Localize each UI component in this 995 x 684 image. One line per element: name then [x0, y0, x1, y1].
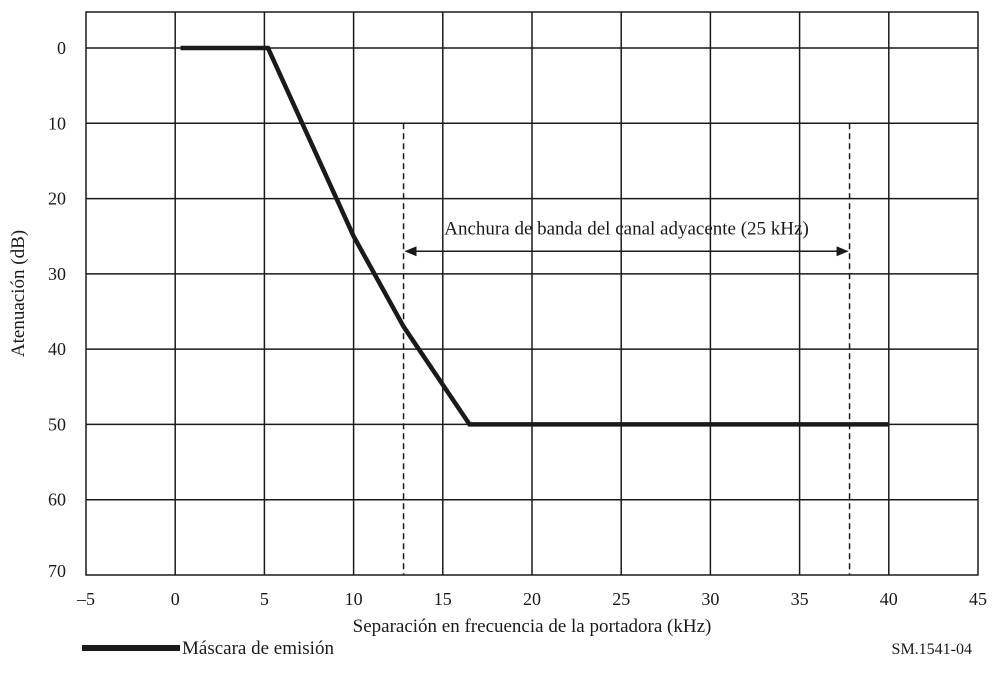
y-tick-label: 40	[48, 339, 66, 359]
x-tick-label: 25	[612, 589, 630, 609]
x-axis-ticks: –5 0 5 10 15 20 25 30 35 40 45	[76, 589, 987, 609]
y-axis-ticks: 0 10 20 30 40 50 60 70	[48, 38, 66, 581]
bandwidth-annotation: Anchura de banda del canal adyacente (25…	[444, 218, 809, 239]
x-tick-label: 5	[260, 589, 269, 609]
annotations: Anchura de banda del canal adyacente (25…	[402, 123, 851, 575]
figure-id: SM.1541-04	[892, 641, 972, 658]
y-tick-label: 70	[48, 561, 66, 581]
y-tick-label: 20	[48, 189, 66, 209]
plot-frame	[85, 11, 979, 576]
grid	[86, 12, 978, 575]
y-axis-label: Atenuación (dB)	[8, 230, 29, 357]
x-tick-label: 10	[345, 589, 363, 609]
y-tick-label: 0	[57, 38, 66, 58]
x-tick-label: 30	[701, 589, 719, 609]
y-tick-label: 60	[48, 490, 66, 510]
x-tick-label: 15	[434, 589, 452, 609]
x-tick-label: 0	[171, 589, 180, 609]
x-axis-label: Separación en frecuencia de la portadora…	[353, 616, 712, 637]
x-tick-label: 20	[523, 589, 541, 609]
x-tick-label: 35	[791, 589, 809, 609]
x-tick-label: –5	[76, 589, 95, 609]
series	[180, 45, 889, 427]
x-tick-label: 40	[880, 589, 898, 609]
y-tick-label: 10	[48, 113, 66, 133]
y-tick-label: 50	[48, 414, 66, 434]
x-tick-label: 45	[969, 589, 987, 609]
emission-mask-line	[180, 45, 889, 427]
legend-label: Máscara de emisión	[182, 638, 334, 659]
y-tick-label: 30	[48, 264, 66, 284]
legend: Máscara de emisión	[82, 638, 334, 659]
